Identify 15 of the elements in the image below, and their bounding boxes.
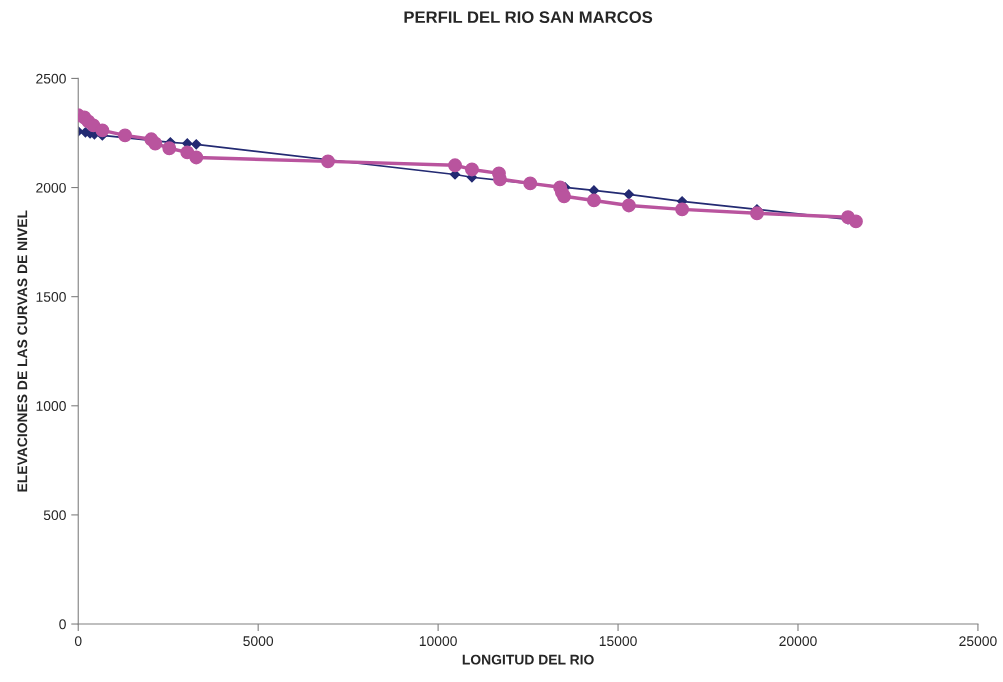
y-tick-label: 1500 (36, 292, 66, 302)
y-tick-label: 1000 (36, 401, 66, 411)
chart-title: PERFIL DEL RIO SAN MARCOS (404, 11, 653, 24)
y-tick-label: 2500 (36, 73, 66, 84)
x-tick-label: 10000 (419, 636, 457, 647)
y-tick-label: 0 (59, 619, 66, 630)
y-tick-label: 2000 (36, 182, 66, 193)
x-tick-label: 0 (74, 636, 82, 647)
x-tick-label: 20000 (779, 636, 817, 647)
x-tick-label: 25000 (959, 636, 997, 647)
y-axis-title: ELEVACIONES DE LAS CURVAS DE NIVEL (17, 210, 28, 492)
x-tick-label: 15000 (599, 636, 637, 647)
y-tick-label: 500 (43, 510, 66, 521)
x-tick-label: 5000 (243, 636, 274, 647)
x-axis-title: LONGITUD DEL RIO (462, 654, 594, 665)
